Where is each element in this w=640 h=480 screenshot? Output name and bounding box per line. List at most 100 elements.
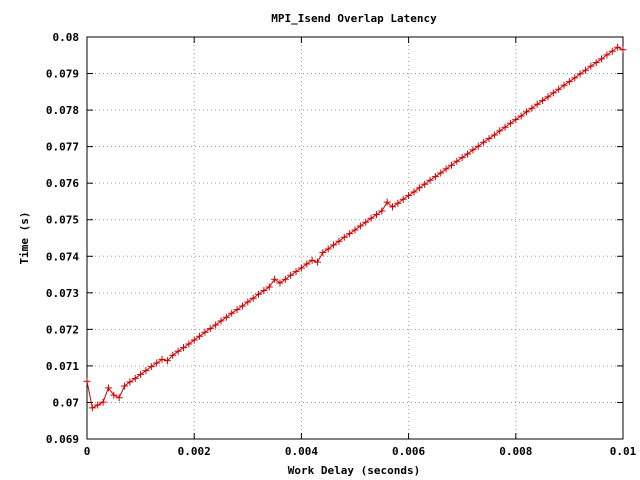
data-point [163,357,171,365]
x-axis-label: Work Delay (seconds) [288,464,420,477]
data-point [340,233,348,241]
y-tick-label: 0.078 [46,104,79,117]
data-point [255,290,263,298]
data-point [421,180,429,188]
grid [87,37,623,439]
data-point [356,222,364,230]
data-point [190,336,198,344]
data-point [115,394,123,402]
data-point [126,378,134,386]
data-point [99,398,107,406]
data-point [378,207,386,215]
data-point [560,81,568,89]
data-point [592,59,600,67]
data-point [217,317,225,325]
data-point [335,237,343,245]
data-point [367,214,375,222]
data-point [121,382,129,390]
y-tick-label: 0.077 [46,141,79,154]
data-point [185,340,193,348]
data-point [249,294,257,302]
data-point [533,100,541,108]
data-point [276,279,284,287]
data-point [523,108,531,116]
data-point [104,384,112,392]
axis-ticks: 0 0.002 0.004 0.006 0.008 0.01 0.069 0.07 0.071 0… [46,31,637,458]
data-point [512,116,520,124]
data-point [222,313,230,321]
data-point [174,347,182,355]
data-point [372,211,380,219]
chart-title: MPI_Isend Overlap Latency [271,12,437,25]
data-point [442,165,450,173]
data-point [137,370,145,378]
data-point [555,85,563,93]
y-tick-label: 0.08 [53,31,80,44]
data-point [474,142,482,150]
data-point [265,283,273,291]
data-point [431,173,439,181]
data-point [206,325,214,333]
data-point [83,377,91,385]
data-point [244,298,252,306]
x-tick-label: 0 [84,445,91,458]
data-point [490,131,498,139]
data-point [399,195,407,203]
y-tick-label: 0.074 [46,250,79,263]
data-point [346,230,354,238]
data-point [614,43,622,51]
data-point [389,203,397,211]
data-point [469,146,477,154]
data-point [287,271,295,279]
data-point [110,391,118,399]
data-point [394,199,402,207]
data-point [292,268,300,276]
data-point [544,93,552,101]
y-tick-label: 0.072 [46,323,79,336]
data-point [308,256,316,264]
data-point [576,70,584,78]
data-point [517,112,525,120]
data-point [196,332,204,340]
data-point [153,359,161,367]
data-point [228,309,236,317]
data-point [410,188,418,196]
data-point [169,351,177,359]
x-tick-label: 0.006 [392,445,425,458]
data-point [485,135,493,143]
data-point [383,198,391,206]
data-point [447,161,455,169]
y-tick-label: 0.069 [46,433,79,446]
data-point [313,258,321,266]
data-point [603,51,611,59]
data-point [501,123,509,131]
data-point [506,119,514,127]
plot-frame [86,36,624,440]
data-point [88,404,96,412]
data-point [330,241,338,249]
data-point [415,184,423,192]
data-point [426,176,434,184]
data-point [480,138,488,146]
data-point [131,374,139,382]
data-point [405,192,413,200]
data-point [303,260,311,268]
y-tick-label: 0.079 [46,68,79,81]
data-point [437,169,445,177]
y-tick-label: 0.073 [46,287,79,300]
data-point [464,150,472,158]
y-axis-label: Time (s) [18,212,31,265]
data-point [94,401,102,409]
data-point [619,46,627,54]
data-point [271,275,279,283]
data-point [158,355,166,363]
data-point [608,47,616,55]
data-point [539,97,547,105]
data-point [142,367,150,375]
data-point [324,245,332,253]
data-point [571,74,579,82]
data-point [147,363,155,371]
x-tick-label: 0.004 [285,445,318,458]
y-tick-label: 0.075 [46,214,79,227]
data-point [319,249,327,257]
